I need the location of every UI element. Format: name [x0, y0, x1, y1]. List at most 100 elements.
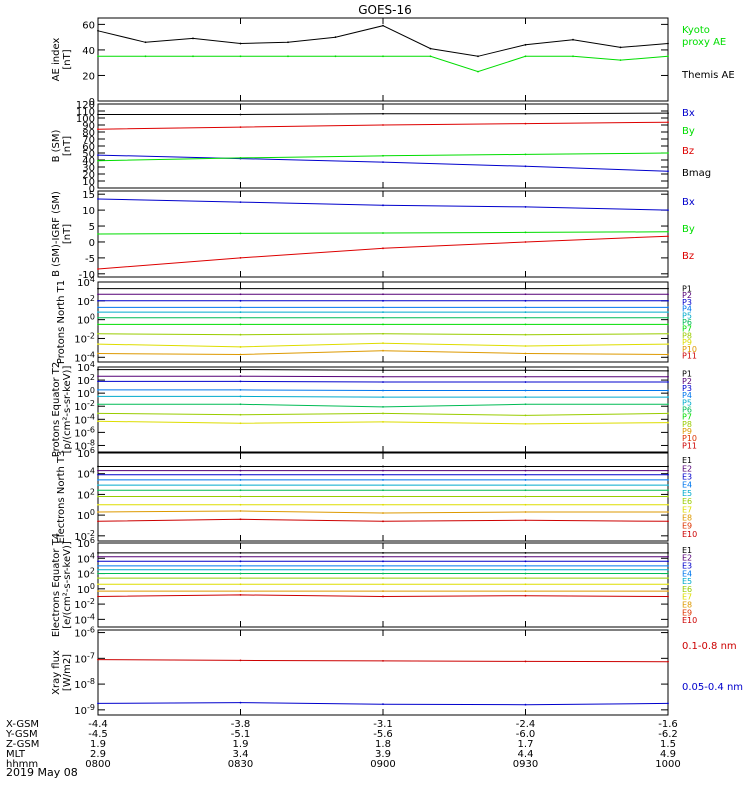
legend-entry-kyoto: Kyoto	[682, 25, 710, 36]
ephemeris-value: 1.7	[518, 739, 534, 750]
data-point-e10	[382, 520, 384, 523]
legend-entry-bz: Bz	[682, 251, 694, 262]
legend-entry-bz: Bz	[682, 146, 694, 157]
data-point-e2	[524, 555, 527, 558]
data-point-e3	[97, 473, 99, 476]
row-label-y-gsm: Y-GSM	[5, 729, 38, 740]
data-point-p5	[667, 396, 669, 398]
data-point-e2	[239, 469, 242, 472]
legend-entry-0-05-0-4-nm: 0.05-0.4 nm	[682, 682, 743, 693]
legend: 0.1-0.8 nm 0.05-0.4 nm	[682, 641, 743, 693]
data-point-by	[382, 232, 384, 234]
data-point-0-1-0-8-nm	[382, 660, 384, 662]
data-point-kyoto-proxy-ae	[287, 55, 289, 58]
legend-entry-bmag: Bmag	[682, 168, 711, 179]
y-tick-label: -10	[79, 270, 95, 281]
data-point-p8	[239, 333, 242, 336]
ephemeris-value: 1.9	[90, 739, 106, 750]
ephemeris-value: -3.1	[373, 719, 393, 730]
data-point-e2	[382, 469, 384, 472]
data-point-bz	[97, 268, 99, 270]
data-point-p2	[667, 293, 669, 296]
data-point-bz	[97, 128, 99, 131]
y-tick-label: 10-2	[74, 331, 95, 345]
y-axis-label: Xray flux[W/m2]	[51, 650, 73, 695]
data-point-kyoto-proxy-ae	[97, 55, 99, 58]
y-tick-label: 0	[89, 97, 95, 108]
data-point-p3	[97, 299, 99, 302]
data-point-p8	[97, 420, 99, 423]
ephemeris-value: 0930	[513, 759, 538, 770]
data-point-e3	[524, 473, 527, 476]
legend-entry-e1: E1	[682, 456, 692, 465]
data-point-e1	[524, 465, 527, 468]
data-point-e10	[524, 594, 527, 597]
data-point-e5	[239, 484, 242, 486]
data-point-p5	[97, 395, 99, 398]
data-point-themis-ae	[382, 24, 384, 27]
data-point-bx	[524, 206, 527, 208]
data-point-e3	[667, 473, 669, 476]
data-point-p2	[524, 293, 527, 296]
data-point-e10	[524, 519, 527, 522]
series-line-bz	[97, 235, 669, 270]
data-point-p7	[667, 323, 669, 326]
data-point-0-05-0-4-nm	[524, 703, 527, 706]
y-tick-label: 100	[76, 114, 95, 125]
y-tick-label: 10-6	[74, 425, 95, 439]
data-point-e4	[382, 565, 384, 567]
data-point-by	[524, 153, 527, 156]
data-point-e10	[382, 595, 384, 598]
y-tick-label: 40	[82, 46, 95, 57]
legend-entry-p8: P8	[682, 420, 692, 429]
panel-3: -10 -5 0 5 10 15 B (SM)-IGRF (SM)[nT] Bx By Bz	[51, 190, 695, 281]
data-point-bz	[524, 241, 527, 243]
data-point-p4	[97, 388, 99, 391]
ephemeris-value: 4.4	[518, 749, 534, 760]
y-tick-label: -5	[85, 254, 95, 265]
y-tick-label: 106	[77, 446, 95, 460]
data-point-p6	[382, 405, 384, 408]
data-point-e7	[382, 495, 384, 498]
data-point-themis-ae	[97, 29, 99, 32]
data-point-p9	[239, 346, 242, 348]
y-tick-label: 102	[77, 487, 95, 501]
data-point-p8	[667, 332, 669, 335]
data-point-by	[382, 154, 384, 157]
data-point-0-05-0-4-nm	[97, 702, 99, 705]
data-point-p3	[239, 299, 242, 302]
legend-entry-p4: P4	[682, 305, 692, 314]
ephemeris-value: -3.8	[231, 719, 251, 730]
data-point-p8	[667, 421, 669, 424]
data-point-themis-ae	[192, 37, 194, 40]
data-point-p9	[667, 343, 669, 346]
data-point-bx	[667, 170, 669, 173]
ephemeris-value: -6.2	[658, 729, 678, 740]
data-point-p10	[524, 352, 527, 355]
data-point-p7	[382, 323, 384, 326]
data-point-bx	[97, 154, 99, 157]
legend-entry-p9: P9	[682, 427, 692, 436]
data-point-e5	[382, 484, 384, 486]
data-point-by	[667, 230, 669, 233]
data-point-e6	[524, 489, 527, 492]
data-point-p8	[524, 422, 527, 425]
data-point-p9	[382, 342, 384, 345]
data-point-e8	[382, 503, 384, 506]
legend-entry-e3: E3	[682, 473, 692, 482]
data-point-kyoto-proxy-ae	[429, 55, 432, 58]
data-point-bz	[239, 256, 242, 259]
data-point-e8	[239, 583, 242, 586]
data-point-kyoto-proxy-ae	[239, 55, 242, 58]
row-label-x-gsm: X-GSM	[6, 719, 39, 730]
data-point-e10	[239, 518, 242, 521]
data-point-p3	[667, 381, 669, 383]
data-point-p2	[382, 375, 384, 378]
data-point-kyoto-proxy-ae	[382, 55, 384, 58]
data-point-p10	[667, 353, 669, 356]
row-label-z-gsm: Z-GSM	[6, 739, 39, 750]
y-tick-label: 10-4	[74, 412, 95, 426]
legend-entry-p5: P5	[682, 311, 692, 320]
